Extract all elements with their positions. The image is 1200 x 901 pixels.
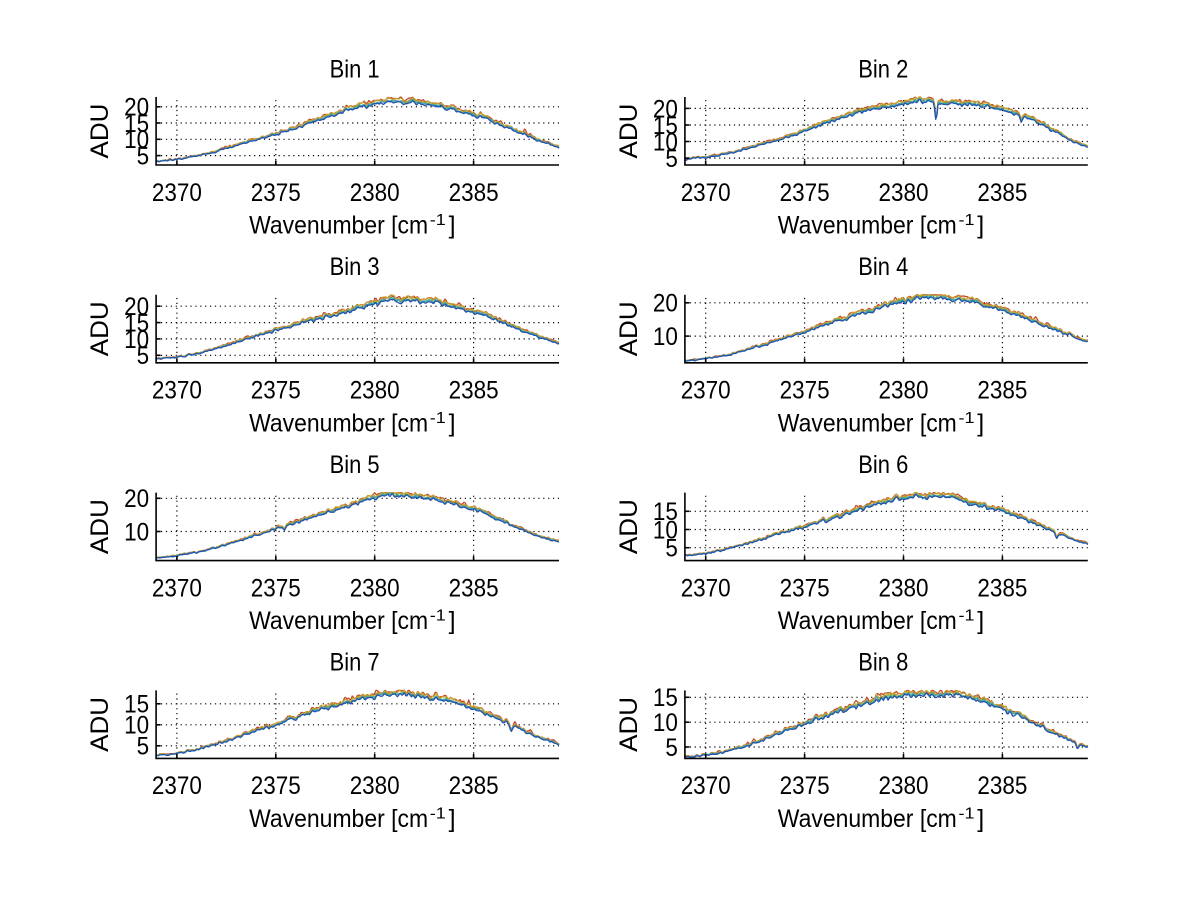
svg-text:Bin 5: Bin 5 [330, 451, 380, 479]
svg-text:15: 15 [653, 112, 678, 140]
svg-text:-1: -1 [430, 608, 446, 625]
svg-text:2375: 2375 [251, 772, 301, 800]
svg-text:-1: -1 [959, 608, 975, 625]
svg-text:Wavenumber [cm: Wavenumber [cm [778, 409, 957, 437]
svg-text:2385: 2385 [449, 772, 499, 800]
svg-text:2380: 2380 [350, 179, 400, 207]
svg-text:5: 5 [665, 535, 678, 563]
svg-text:15: 15 [653, 498, 678, 526]
svg-text:10: 10 [653, 323, 678, 351]
svg-text:Bin 4: Bin 4 [858, 253, 908, 281]
svg-text:2370: 2370 [152, 377, 202, 405]
svg-text:]: ] [449, 409, 456, 437]
svg-text:2385: 2385 [977, 772, 1027, 800]
svg-text:ADU: ADU [615, 104, 643, 159]
svg-text:ADU: ADU [615, 697, 643, 752]
svg-text:2370: 2370 [681, 377, 731, 405]
svg-text:10: 10 [653, 709, 678, 737]
svg-text:2385: 2385 [977, 574, 1027, 602]
svg-text:2375: 2375 [780, 377, 830, 405]
svg-text:2370: 2370 [152, 574, 202, 602]
svg-text:2380: 2380 [879, 574, 929, 602]
svg-text:2375: 2375 [780, 179, 830, 207]
svg-text:-1: -1 [430, 805, 446, 822]
svg-text:Bin 8: Bin 8 [858, 649, 908, 677]
svg-text:-1: -1 [959, 805, 975, 822]
svg-text:Wavenumber [cm: Wavenumber [cm [249, 805, 428, 833]
svg-text:5: 5 [665, 145, 678, 173]
svg-text:-1: -1 [430, 410, 446, 427]
svg-text:2370: 2370 [681, 772, 731, 800]
svg-text:Wavenumber [cm: Wavenumber [cm [778, 212, 957, 240]
svg-text:2385: 2385 [449, 179, 499, 207]
svg-text:-1: -1 [430, 212, 446, 229]
svg-text:2370: 2370 [681, 574, 731, 602]
svg-text:10: 10 [124, 712, 149, 740]
svg-text:2380: 2380 [879, 772, 929, 800]
svg-text:10: 10 [124, 518, 149, 546]
svg-text:2380: 2380 [350, 772, 400, 800]
svg-text:Wavenumber [cm: Wavenumber [cm [249, 212, 428, 240]
svg-text:ADU: ADU [86, 301, 114, 356]
svg-text:2375: 2375 [780, 772, 830, 800]
svg-text:20: 20 [124, 293, 149, 321]
svg-text:2385: 2385 [449, 574, 499, 602]
svg-text:2375: 2375 [251, 377, 301, 405]
svg-text:15: 15 [124, 310, 149, 338]
svg-text:5: 5 [137, 733, 150, 761]
svg-text:]: ] [977, 607, 984, 635]
svg-text:]: ] [449, 805, 456, 833]
svg-text:2370: 2370 [152, 179, 202, 207]
svg-text:15: 15 [124, 110, 149, 138]
svg-text:15: 15 [653, 684, 678, 712]
svg-text:]: ] [449, 212, 456, 240]
svg-text:20: 20 [653, 290, 678, 318]
svg-text:2370: 2370 [152, 772, 202, 800]
svg-text:Wavenumber [cm: Wavenumber [cm [778, 607, 957, 635]
svg-text:15: 15 [124, 691, 149, 719]
svg-text:10: 10 [653, 516, 678, 544]
svg-text:]: ] [449, 607, 456, 635]
svg-text:20: 20 [124, 485, 149, 513]
svg-text:ADU: ADU [86, 499, 114, 554]
svg-text:Wavenumber [cm: Wavenumber [cm [249, 607, 428, 635]
svg-text:Bin 6: Bin 6 [858, 451, 908, 479]
svg-text:Bin 1: Bin 1 [330, 55, 380, 83]
svg-text:ADU: ADU [615, 301, 643, 356]
svg-text:-1: -1 [959, 212, 975, 229]
svg-text:-1: -1 [959, 410, 975, 427]
svg-text:2375: 2375 [780, 574, 830, 602]
svg-text:Wavenumber [cm: Wavenumber [cm [778, 805, 957, 833]
svg-text:10: 10 [653, 128, 678, 156]
svg-text:2380: 2380 [879, 377, 929, 405]
svg-text:10: 10 [124, 326, 149, 354]
svg-text:2385: 2385 [449, 377, 499, 405]
svg-text:20: 20 [653, 95, 678, 123]
svg-text:2380: 2380 [350, 574, 400, 602]
svg-text:2375: 2375 [251, 179, 301, 207]
svg-text:]: ] [977, 409, 984, 437]
svg-text:5: 5 [137, 342, 150, 370]
svg-text:2385: 2385 [977, 179, 1027, 207]
svg-text:Bin 2: Bin 2 [858, 55, 908, 83]
svg-text:]: ] [977, 212, 984, 240]
svg-text:ADU: ADU [615, 499, 643, 554]
svg-text:20: 20 [124, 94, 149, 122]
svg-text:10: 10 [124, 126, 149, 154]
svg-text:2375: 2375 [251, 574, 301, 602]
svg-text:2380: 2380 [350, 377, 400, 405]
svg-text:ADU: ADU [86, 104, 114, 159]
svg-text:2380: 2380 [879, 179, 929, 207]
svg-text:Wavenumber [cm: Wavenumber [cm [249, 409, 428, 437]
svg-text:2370: 2370 [681, 179, 731, 207]
svg-text:2385: 2385 [977, 377, 1027, 405]
svg-text:5: 5 [137, 143, 150, 171]
svg-text:ADU: ADU [86, 697, 114, 752]
svg-text:Bin 3: Bin 3 [330, 253, 380, 281]
svg-text:5: 5 [665, 734, 678, 762]
svg-text:Bin 7: Bin 7 [330, 649, 380, 677]
svg-text:]: ] [977, 805, 984, 833]
